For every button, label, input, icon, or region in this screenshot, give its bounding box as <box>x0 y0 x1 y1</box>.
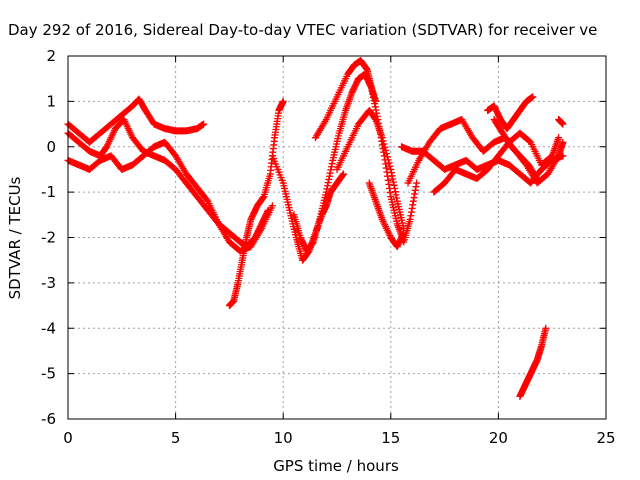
y-tick-label: -3 <box>41 274 56 292</box>
data-point <box>400 229 408 237</box>
x-tick-label: 25 <box>596 429 615 447</box>
data-series-3 <box>64 138 276 255</box>
data-point <box>381 143 389 151</box>
y-tick-label: -6 <box>41 410 56 428</box>
data-point <box>268 202 276 210</box>
y-tick-label: -1 <box>41 183 56 201</box>
data-point <box>386 162 394 170</box>
data-point <box>542 324 550 332</box>
data-point <box>379 137 387 145</box>
data-point <box>413 179 421 187</box>
data-point <box>339 170 347 178</box>
data-point <box>382 146 390 154</box>
y-tick-label: -5 <box>41 365 56 383</box>
data-point <box>532 173 540 181</box>
data-point <box>559 120 567 128</box>
y-tick-label: 1 <box>46 92 56 110</box>
data-point <box>529 93 537 101</box>
data-point <box>559 138 567 146</box>
data-series-14 <box>490 116 541 183</box>
x-tick-label: 0 <box>63 429 73 447</box>
data-series-16 <box>516 324 550 400</box>
data-layer <box>64 57 567 400</box>
data-point <box>372 97 380 105</box>
y-tick-label: -4 <box>41 319 56 337</box>
data-series-4 <box>225 97 287 310</box>
y-tick-label: -2 <box>41 229 56 247</box>
data-point <box>385 159 393 167</box>
data-point <box>279 97 287 105</box>
data-series-12 <box>430 129 563 196</box>
x-tick-label: 10 <box>274 429 293 447</box>
data-series-15 <box>555 116 567 128</box>
x-tick-label: 20 <box>489 429 508 447</box>
data-point <box>200 120 208 128</box>
data-series-1 <box>64 95 208 146</box>
data-point <box>382 150 390 158</box>
x-tick-label: 15 <box>381 429 400 447</box>
x-tick-label: 5 <box>171 429 181 447</box>
y-tick-label: 2 <box>46 47 56 65</box>
data-point <box>380 140 388 148</box>
data-series-9 <box>365 179 408 251</box>
data-point <box>378 134 386 142</box>
data-point <box>203 196 211 204</box>
y-tick-label: 0 <box>46 138 56 156</box>
data-point <box>533 175 541 183</box>
data-point <box>384 156 392 164</box>
chart-title: Day 292 of 2016, Sidereal Day-to-day VTE… <box>8 21 597 39</box>
data-point <box>555 134 563 142</box>
y-axis-title: SDTVAR / TECUs <box>6 176 24 299</box>
data-point <box>383 153 391 161</box>
x-axis-title: GPS time / hours <box>273 457 399 475</box>
data-series-7 <box>311 57 380 142</box>
data-series-8 <box>333 106 408 232</box>
data-series-13 <box>484 93 537 133</box>
